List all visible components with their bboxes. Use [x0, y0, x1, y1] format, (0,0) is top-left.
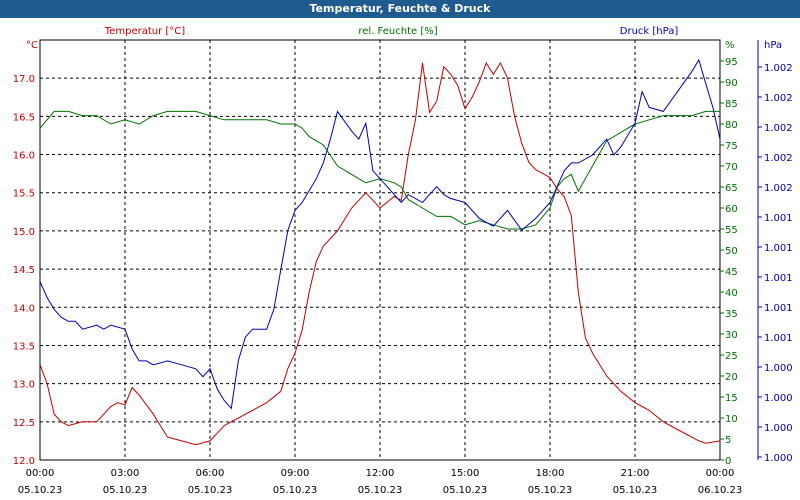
x-tick-time: 21:00: [621, 468, 650, 479]
y-right-humidity-tick-label: 35: [725, 309, 738, 320]
y-right-pressure-tick-label: 1.002: [764, 153, 793, 164]
y-left-tick-label: 13.5: [13, 341, 35, 352]
y-left-unit: °C: [26, 40, 38, 51]
y-right-pressure-tick-label: 1.002: [764, 183, 793, 194]
y-right-humidity-tick-label: 90: [725, 78, 738, 89]
y-right-pressure-tick-label: 1.000: [764, 393, 793, 404]
x-tick-date: 05.10.23: [18, 485, 63, 496]
y-right-humidity-tick-label: 45: [725, 267, 738, 278]
x-tick-date: 05.10.23: [528, 485, 573, 496]
window-title: Temperatur, Feuchte & Druck: [0, 0, 800, 18]
y-right-humidity-tick-label: 5: [725, 435, 731, 446]
y-left-tick-label: 12.5: [13, 418, 35, 429]
y-right-humidity-tick-label: 70: [725, 162, 738, 173]
y-left-tick-label: 16.5: [13, 112, 35, 123]
x-tick-time: 15:00: [451, 468, 480, 479]
x-tick-time: 12:00: [366, 468, 395, 479]
y-right-humidity-tick-label: 0: [725, 456, 731, 467]
humidity-line: [39, 110, 720, 230]
y-left-tick-label: 12.0: [13, 456, 35, 467]
y-left-tick-label: 14.5: [13, 265, 35, 276]
y-right-humidity-unit: %: [725, 40, 735, 51]
y-right-humidity-tick-label: 75: [725, 141, 738, 152]
y-right-pressure-tick-label: 1.000: [764, 363, 793, 374]
y-left-tick-label: 15.5: [13, 189, 35, 200]
y-right-pressure-unit: hPa: [764, 40, 782, 51]
temperature-line: [39, 61, 721, 446]
y-right-pressure-tick-label: 1.001: [764, 333, 793, 344]
y-left-tick-label: 15.0: [13, 227, 35, 238]
y-right-pressure-tick-label: 1.001: [764, 213, 793, 224]
y-right-humidity-tick-label: 80: [725, 120, 738, 131]
y-left-tick-label: 17.0: [13, 74, 35, 85]
y-right-pressure-tick-label: 1.001: [764, 243, 793, 254]
y-right-humidity-tick-label: 50: [725, 246, 738, 257]
x-tick-time: 18:00: [536, 468, 565, 479]
x-tick-date: 05.10.23: [273, 485, 318, 496]
x-tick-date: 05.10.23: [613, 485, 658, 496]
x-tick-date: 05.10.23: [443, 485, 488, 496]
y-right-humidity-tick-label: 95: [725, 57, 738, 68]
y-right-humidity-tick-label: 85: [725, 99, 738, 110]
y-right-humidity-tick-label: 20: [725, 372, 738, 383]
y-right-humidity-tick-label: 10: [725, 414, 738, 425]
x-tick-date: 05.10.23: [358, 485, 403, 496]
y-left-tick-label: 14.0: [13, 303, 35, 314]
pressure-line: [39, 58, 721, 410]
y-right-humidity-tick-label: 15: [725, 393, 738, 404]
x-tick-time: 00:00: [706, 468, 735, 479]
y-right-humidity-tick-label: 40: [725, 288, 738, 299]
x-tick-date: 05.10.23: [188, 485, 233, 496]
y-right-humidity-tick-label: 65: [725, 183, 738, 194]
y-right-humidity-tick-label: 60: [725, 204, 738, 215]
y-right-humidity-tick-label: 30: [725, 330, 738, 341]
y-left-tick-label: 16.0: [13, 151, 35, 162]
y-right-pressure-tick-label: 1.000: [764, 453, 793, 464]
y-right-pressure-tick-label: 1.001: [764, 303, 793, 314]
y-right-pressure-tick-label: 1.002: [764, 93, 793, 104]
x-tick-date: 06.10.23: [698, 485, 743, 496]
x-tick-time: 06:00: [196, 468, 225, 479]
y-right-humidity-tick-label: 25: [725, 351, 738, 362]
y-left-tick-label: 13.0: [13, 380, 35, 391]
y-right-pressure-tick-label: 1.002: [764, 123, 793, 134]
x-tick-time: 03:00: [111, 468, 140, 479]
y-right-pressure-tick-label: 1.001: [764, 273, 793, 284]
y-right-pressure-tick-label: 1.002: [764, 63, 793, 74]
y-right-pressure-tick-label: 1.000: [764, 423, 793, 434]
legend-humidity: rel. Feuchte [%]: [358, 26, 437, 37]
legend-pressure: Druck [hPa]: [620, 26, 679, 37]
x-tick-time: 09:00: [281, 468, 310, 479]
legend-temperature: Temperatur [°C]: [104, 26, 185, 37]
y-right-humidity-tick-label: 55: [725, 225, 738, 236]
x-tick-time: 00:00: [26, 468, 55, 479]
x-tick-date: 05.10.23: [103, 485, 148, 496]
